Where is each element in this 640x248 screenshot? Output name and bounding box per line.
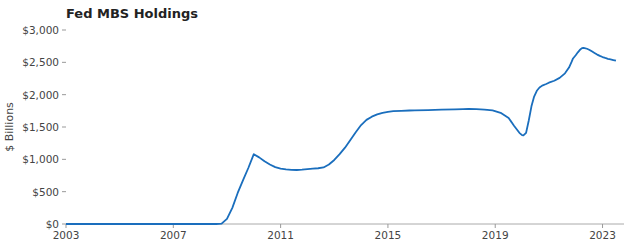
x-tick-label: 2023: [589, 229, 616, 241]
x-tick-label: 2007: [160, 229, 187, 241]
x-tick-label: 2019: [482, 229, 509, 241]
y-tick: [62, 191, 66, 192]
y-tick-label: $500: [32, 186, 59, 198]
y-tick: [62, 94, 66, 95]
plot-area: [66, 48, 616, 224]
x-tick-label: 2011: [267, 229, 294, 241]
y-tick: [62, 159, 66, 160]
x-tick: [602, 224, 603, 228]
y-tick-label: $2,500: [22, 56, 59, 68]
chart: Fed MBS Holdings$ Billions$0$500$1,000$1…: [0, 0, 640, 248]
y-tick: [62, 127, 66, 128]
y-tick-label: $2,000: [22, 89, 59, 101]
y-tick-label: $1,000: [22, 153, 59, 165]
x-tick: [495, 224, 496, 228]
y-tick: [62, 62, 66, 63]
x-tick: [280, 224, 281, 228]
y-tick-label: $3,000: [22, 24, 59, 36]
y-axis-label: $ Billions: [3, 102, 16, 152]
line: [66, 48, 616, 224]
x-tick-label: 2003: [53, 229, 80, 241]
background: [0, 0, 640, 248]
y-tick: [62, 224, 66, 225]
x-axis: 2003 2007 2011 2015 2019 2023: [53, 224, 624, 241]
x-tick-label: 2015: [375, 229, 402, 241]
title: Fed MBS Holdings: [66, 6, 198, 21]
x-tick: [387, 224, 388, 228]
y-axis: $0$500$1,000$1,500$2,000$2,500$3,000: [22, 24, 66, 230]
y-tick-label: $1,500: [22, 121, 59, 133]
y-tick: [62, 30, 66, 31]
